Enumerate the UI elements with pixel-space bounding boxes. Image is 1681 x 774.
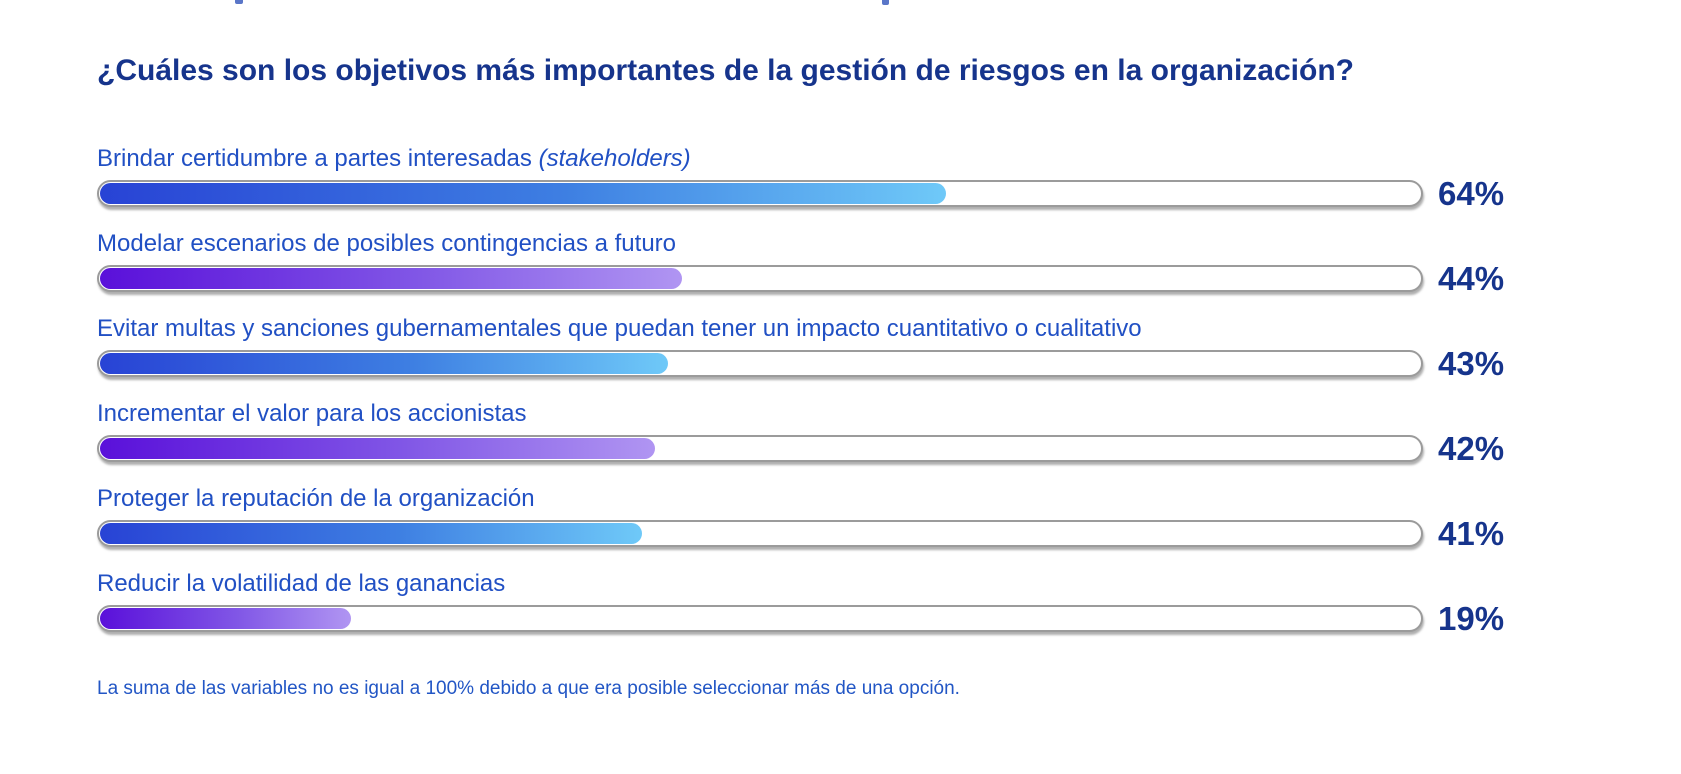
bar-track	[97, 180, 1423, 207]
bar-value-label: 44%	[1438, 260, 1505, 297]
bar-label-text: Evitar multas y sanciones gubernamentale…	[97, 315, 1142, 342]
clipped-text-remnant	[882, 0, 889, 5]
chart-row: Modelar escenarios de posibles contingen…	[97, 230, 1681, 297]
bar-track	[97, 265, 1423, 292]
bar-line: 44%	[97, 260, 1681, 297]
survey-chart-page: ¿Cuáles son los objetivos más importante…	[97, 54, 1681, 699]
bar-label: Evitar multas y sanciones gubernamentale…	[97, 315, 1681, 343]
bar-chart: Brindar certidumbre a partes interesadas…	[97, 145, 1681, 637]
bar-label-text: Reducir la volatilidad de las ganancias	[97, 570, 506, 597]
bar-value-label: 42%	[1438, 430, 1505, 467]
chart-row: Evitar multas y sanciones gubernamentale…	[97, 315, 1681, 382]
bar-fill	[100, 438, 656, 459]
bar-label: Proteger la reputación de la organizació…	[97, 485, 1681, 513]
chart-title: ¿Cuáles son los objetivos más importante…	[97, 54, 1354, 87]
bar-line: 43%	[97, 345, 1681, 382]
chart-row: Incrementar el valor para los accionista…	[97, 400, 1681, 467]
bar-track	[97, 520, 1423, 547]
bar-label-text: Brindar certidumbre a partes interesadas	[97, 145, 532, 172]
bar-fill	[100, 353, 669, 374]
bar-value-label: 43%	[1438, 345, 1505, 382]
bar-track	[97, 435, 1423, 462]
bar-line: 41%	[97, 515, 1681, 552]
bar-track	[97, 350, 1423, 377]
bar-label: Brindar certidumbre a partes interesadas…	[97, 145, 1681, 173]
chart-row: Reducir la volatilidad de las ganancias …	[97, 570, 1681, 637]
bar-label-text: Proteger la reputación de la organizació…	[97, 485, 535, 512]
bar-track	[97, 605, 1423, 632]
chart-row: Proteger la reputación de la organizació…	[97, 485, 1681, 552]
bar-fill	[100, 183, 947, 204]
chart-row: Brindar certidumbre a partes interesadas…	[97, 145, 1681, 212]
chart-footnote: La suma de las variables no es igual a 1…	[97, 678, 960, 699]
bar-fill	[100, 523, 643, 544]
bar-label-text: Incrementar el valor para los accionista…	[97, 400, 527, 427]
bar-line: 64%	[97, 175, 1681, 212]
bar-line: 19%	[97, 600, 1681, 637]
bar-fill	[100, 608, 352, 629]
bar-fill	[100, 268, 682, 289]
bar-label: Incrementar el valor para los accionista…	[97, 400, 1681, 428]
bar-value-label: 41%	[1438, 515, 1505, 552]
bar-value-label: 64%	[1438, 175, 1505, 212]
clipped-text-remnant	[235, 0, 243, 4]
bar-label-italic: (stakeholders)	[538, 145, 691, 172]
bar-label: Reducir la volatilidad de las ganancias	[97, 570, 1681, 598]
bar-label: Modelar escenarios de posibles contingen…	[97, 230, 1681, 258]
bar-value-label: 19%	[1438, 600, 1505, 637]
bar-label-text: Modelar escenarios de posibles contingen…	[97, 230, 677, 257]
bar-line: 42%	[97, 430, 1681, 467]
